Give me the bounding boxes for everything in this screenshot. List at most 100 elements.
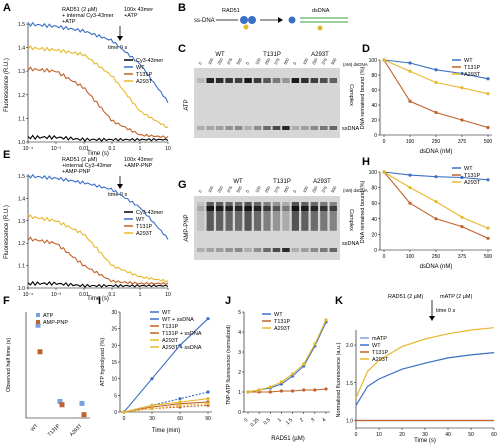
panel-i-xticks: 0 30 60 90	[123, 412, 211, 422]
panel-d-series	[382, 58, 490, 130]
panel-j-series	[246, 318, 328, 394]
panele-line-wt	[27, 173, 169, 240]
panel-b-rad51-2	[248, 16, 256, 24]
panel-label-c: C	[178, 43, 186, 55]
panel-e-chart: Fluorescence (R.U.) Time (s) RAD51 (2 µM…	[4, 157, 171, 302]
panelg-complex-band-10	[291, 206, 300, 211]
panel-a-time-label: time 0 s	[108, 45, 128, 51]
panel-g-side-label: AMP-PNP	[184, 214, 190, 241]
paneld-ytick-label-4: 80	[371, 73, 377, 79]
panelg-complex-smear-5	[244, 202, 252, 231]
panel-a-xlabel: Time (s)	[87, 151, 109, 157]
paneli-xtick-label-0: 0	[123, 416, 126, 422]
panela-line-wt	[27, 21, 169, 103]
paneli-legend-entry-a293t: A293T	[162, 338, 179, 344]
panele-xtick-label-0: 10⁻⁴	[23, 292, 33, 298]
panelj-ytick-label-4: 4	[238, 330, 241, 336]
paneli-xtick-label-2: 60	[177, 416, 183, 422]
panelg-lane-label-9: 500	[282, 185, 290, 194]
panel-d-xlabel: dsDNA (nM)	[420, 149, 453, 155]
panelk-xtick-label-0: 0	[355, 432, 358, 438]
panel-c-bands	[196, 78, 338, 130]
paneld-point-a293t-2	[434, 80, 438, 85]
panele-legend-entry-t131p: T131P	[136, 224, 153, 230]
panelg-complex-smear-7	[263, 202, 271, 231]
panelc-ssdna-band-9	[282, 126, 290, 130]
panelh-xtick-label-0: 0	[383, 254, 386, 260]
panelc-complex-band-5	[244, 78, 252, 83]
panelg-complex-smear-10	[291, 202, 299, 231]
panele-ytick-label-2: 1.2	[18, 241, 25, 247]
panele-line-t131p	[27, 236, 169, 286]
paneld-legend-entry-a293t: A293T	[464, 72, 481, 78]
panel-label-k: K	[335, 295, 343, 307]
panelk-xtick-label-6: 60	[491, 432, 497, 438]
paneli-xtick-label-3: 90	[205, 416, 211, 422]
panel-b-ss-label: ss-DNA	[194, 18, 215, 24]
panelg-ssdna-band-8	[272, 248, 281, 252]
panel-h-xticks: 0 100 250 375 500	[383, 250, 492, 260]
paneld-point-wt-3	[460, 71, 464, 76]
paneld-xtick-label-3: 375	[458, 139, 467, 145]
panelj-ytick-label-2: 2	[238, 370, 241, 376]
panelf-legend-swatch-amp-pnp	[36, 320, 40, 324]
panelc-complex-band-8	[272, 78, 281, 83]
panelj-line-a293t	[247, 319, 327, 393]
panelj-point-t131p-2	[268, 390, 272, 394]
panelg-ssdna-band-1	[206, 248, 214, 252]
panelj-line-t131p	[248, 388, 327, 393]
panelh-legend-entry-t131p: T131P	[464, 173, 481, 179]
panele-legend-entry-cy3-43mer: Cy3-43mer	[136, 210, 163, 216]
panelh-xtick-label-1: 100	[406, 254, 415, 260]
panela-ytick-label-0: 1.0	[18, 140, 25, 146]
panel-c-ssdna-label: ssDNA	[342, 126, 359, 132]
panel-f-series	[35, 322, 87, 418]
paneli-point-wt-ssdna-2	[178, 343, 182, 347]
panela-ytick-label-5: 1.5	[18, 22, 25, 28]
panelk-ytick-label-1: 1.5	[346, 381, 353, 387]
panelc-complex-band-11	[301, 78, 309, 83]
panela-xtick-label-4: 1	[139, 146, 142, 152]
panel-e-ann1-l1: RAD51 (2 µM)	[62, 157, 97, 163]
paneli-ytick-label-1: 5	[114, 393, 117, 399]
panel-c-side-label: ATP	[184, 99, 190, 110]
panel-k-chart: Normalized fluorescence (a.u.) Time (s) …	[336, 294, 497, 444]
panela-ytick-label-4: 1.4	[18, 46, 25, 52]
panelg-complex-band-12	[310, 206, 319, 211]
panel-k-ann1: RAD51 (2 µM)	[388, 294, 423, 300]
panelg-lane-label-5: 0	[245, 188, 251, 193]
panelc-lane-label-4: 500	[235, 57, 243, 66]
panel-label-h: H	[362, 156, 370, 168]
panel-label-a: A	[3, 2, 11, 14]
panelj-point-t131p-4	[290, 389, 295, 393]
paneli-ytick-label-3: 15	[111, 360, 117, 366]
paneld-ytick-label-0: 0	[374, 133, 377, 139]
panelh-point-wt-4	[486, 178, 490, 182]
panelh-ytick-label-5: 100	[369, 170, 378, 176]
panele-xtick-label-2: 0.01	[79, 292, 89, 298]
panelk-legend-entry-t131p: T131P	[372, 350, 389, 356]
paneld-point-wt-1	[408, 61, 412, 65]
panel-d-yticks: 0 20 40 60 80 100	[369, 58, 380, 139]
panelc-lane-label-12: 250	[311, 57, 319, 66]
panelg-complex-band-1	[206, 206, 214, 211]
panel-b-free-rad51	[288, 16, 296, 24]
panelc-complex-band-7	[263, 78, 271, 83]
panelh-ytick-label-2: 40	[371, 217, 377, 223]
paneld-legend-entry-wt: WT	[464, 58, 473, 64]
panel-b-cy3-dot	[243, 24, 249, 30]
panelk-line-a293t	[355, 327, 495, 399]
panelh-point-a293t-0	[382, 170, 386, 174]
panelc-complex-band-1	[206, 78, 214, 83]
paneli-ytick-label-6: 30	[111, 310, 117, 316]
panelc-ssdna-band-11	[301, 126, 309, 130]
panelg-ssdna-band-2	[215, 248, 224, 252]
panelh-point-t131p-3	[460, 225, 464, 229]
panelc-ssdna-band-0	[196, 126, 205, 130]
panelc-complex-band-10	[291, 78, 300, 83]
panelk-xtick-label-2: 20	[399, 432, 405, 438]
panelc-ssdna-band-8	[272, 126, 281, 130]
panelc-ssdna-band-7	[263, 126, 271, 130]
paneld-ytick-label-2: 40	[371, 103, 377, 109]
panelg-complex-band-7	[263, 206, 271, 211]
